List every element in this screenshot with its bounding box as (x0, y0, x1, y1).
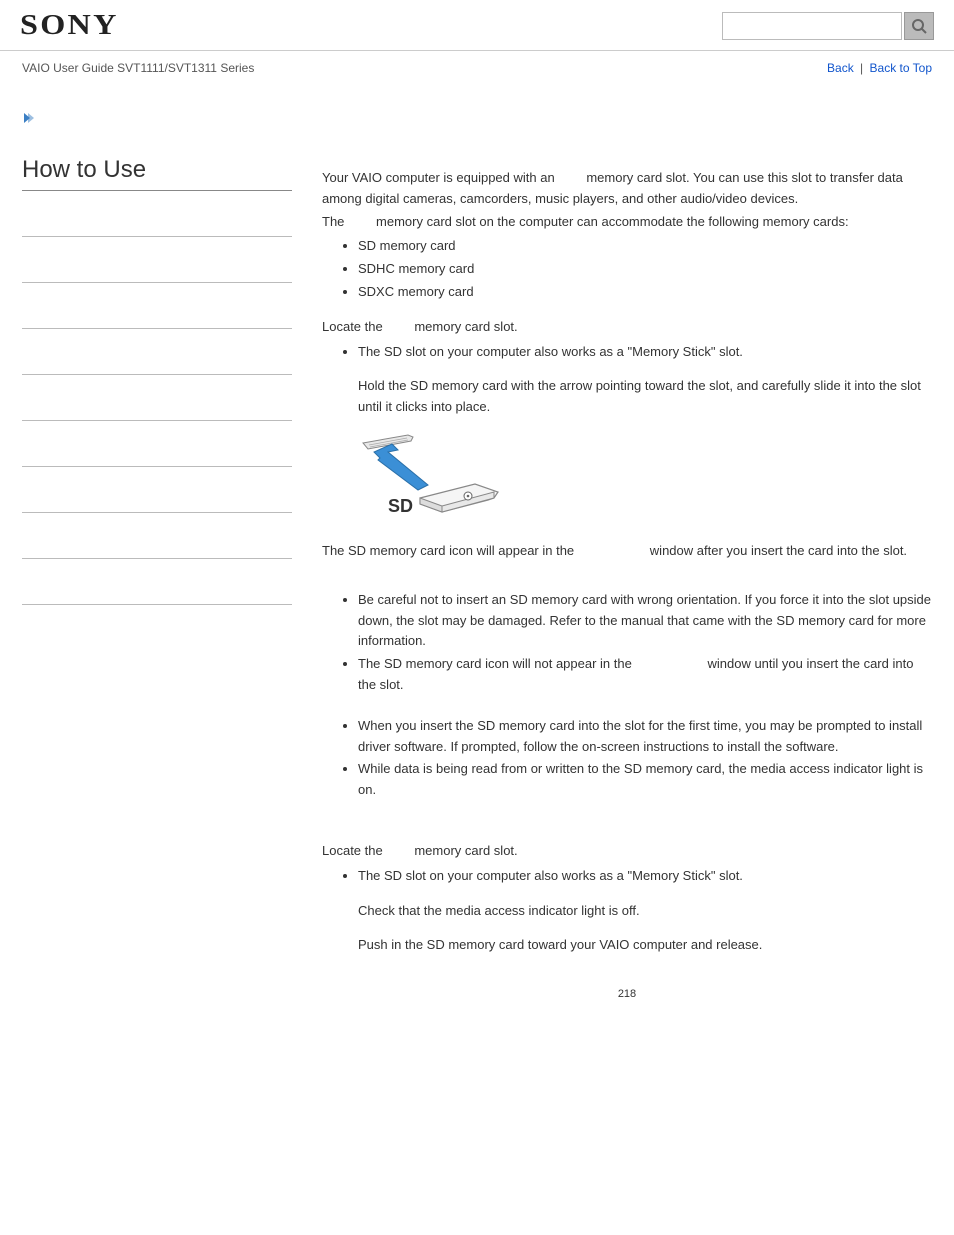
text-fragment: Your VAIO computer is equipped with an (322, 170, 555, 185)
text-fragment: The SD memory card icon will appear in t… (322, 543, 574, 558)
main-content: Your VAIO computer is equipped with an m… (322, 138, 932, 1004)
list-item: The SD memory card icon will not appear … (358, 654, 932, 696)
sidebar-item[interactable] (22, 283, 292, 329)
sidebar: How to Use (22, 138, 322, 1004)
search-wrap (722, 12, 934, 40)
breadcrumb: VAIO User Guide SVT1111/SVT1311 Series (22, 61, 254, 75)
text-fragment: memory card slot. (414, 843, 517, 858)
link-separator: | (860, 61, 863, 75)
list-item: SDHC memory card (358, 259, 932, 280)
text-fragment: The (322, 214, 344, 229)
list-item: The SD slot on your computer also works … (358, 342, 932, 363)
list-item: The SD slot on your computer also works … (358, 866, 932, 887)
sidebar-item[interactable] (22, 421, 292, 467)
page-number: 218 (322, 986, 932, 1004)
text-fragment: Locate the (322, 843, 383, 858)
icon-appear-text: The SD memory card icon will appear in t… (322, 541, 932, 562)
text-fragment: memory card slot. (414, 319, 517, 334)
intro-text: Your VAIO computer is equipped with an m… (322, 168, 932, 210)
search-button[interactable] (904, 12, 934, 40)
sidebar-item[interactable] (22, 513, 292, 559)
search-input[interactable] (722, 12, 902, 40)
list-item: While data is being read from or written… (358, 759, 932, 801)
caution-list: Be careful not to insert an SD memory ca… (358, 590, 932, 696)
step-hold: Hold the SD memory card with the arrow p… (358, 376, 932, 418)
step-locate: Locate the memory card slot. (322, 317, 932, 338)
sony-logo: SONY (20, 10, 119, 42)
text-fragment: Locate the (322, 319, 383, 334)
back-link[interactable]: Back (827, 61, 854, 75)
list-item: SD memory card (358, 236, 932, 257)
sidebar-list (22, 191, 292, 605)
back-to-top-link[interactable]: Back to Top (870, 61, 932, 75)
list-item: SDXC memory card (358, 282, 932, 303)
text-fragment: window after you insert the card into th… (650, 543, 907, 558)
card-types-list: SD memory card SDHC memory card SDXC mem… (358, 236, 932, 302)
sidebar-item[interactable] (22, 237, 292, 283)
top-links: Back | Back to Top (827, 61, 932, 75)
sidebar-item[interactable] (22, 559, 292, 605)
sidebar-item[interactable] (22, 329, 292, 375)
chevron-icon (22, 111, 954, 128)
list-item: Be careful not to insert an SD memory ca… (358, 590, 932, 652)
breadcrumb-row: VAIO User Guide SVT1111/SVT1311 Series B… (0, 51, 954, 81)
text-fragment: The SD memory card icon will not appear … (358, 656, 632, 671)
tips-list: When you insert the SD memory card into … (358, 716, 932, 801)
remove-note-list: The SD slot on your computer also works … (358, 866, 932, 887)
search-icon (911, 18, 927, 34)
sidebar-title: How to Use (22, 156, 292, 191)
sd-card-figure: SD (358, 430, 508, 525)
text-fragment: memory card slot on the computer can acc… (376, 214, 849, 229)
accommodate-text: The memory card slot on the computer can… (322, 212, 932, 233)
sd-label: SD (388, 496, 413, 516)
remove-check: Check that the media access indicator li… (358, 901, 932, 922)
sidebar-item[interactable] (22, 467, 292, 513)
sidebar-item[interactable] (22, 375, 292, 421)
remove-locate: Locate the memory card slot. (322, 841, 932, 862)
list-item: When you insert the SD memory card into … (358, 716, 932, 758)
remove-push: Push in the SD memory card toward your V… (358, 935, 932, 956)
header-bar: SONY (0, 0, 954, 51)
sidebar-item[interactable] (22, 191, 292, 237)
content-row: How to Use Your VAIO computer is equippe… (0, 128, 954, 1044)
step-note-list: The SD slot on your computer also works … (358, 342, 932, 363)
